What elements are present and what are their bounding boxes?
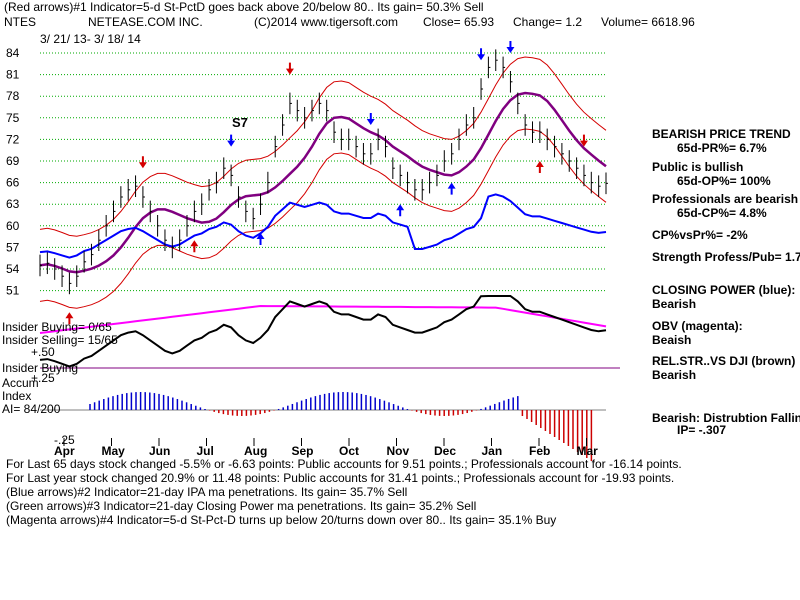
lower-band-line (39, 128, 607, 309)
sell-arrow-icon (579, 134, 588, 147)
sell-arrow-icon (227, 134, 236, 147)
indicator-lines (39, 193, 607, 368)
sell-arrow-icon (138, 156, 147, 169)
volume-value: Volume= 6618.96 (601, 15, 695, 29)
y-tick-label: 63 (6, 197, 20, 211)
month-label: Nov (387, 444, 410, 458)
month-label: Mar (577, 444, 599, 458)
pr-value: 65d-PR%= 6.7% (677, 141, 767, 155)
month-label: Dec (434, 444, 456, 458)
sell-arrow-icon (366, 113, 375, 125)
minus25-label: -.25 (54, 433, 75, 447)
y-tick-label: 78 (6, 89, 20, 103)
obv-status: Beaish (652, 333, 692, 347)
closing-power-line (39, 193, 607, 259)
month-label: Feb (529, 444, 550, 458)
y-tick-label: 60 (6, 219, 20, 233)
price-bars (39, 49, 608, 295)
obv-label: OBV (magenta): (652, 319, 743, 333)
index-label: Index (2, 389, 32, 403)
month-label: Aug (244, 444, 267, 458)
buy-arrow-icon (256, 233, 265, 245)
price-grid (40, 52, 620, 411)
header-signal-line: (Red arrows)#1 Indicator=5-d St-PctD goe… (4, 0, 484, 14)
footer-blue-arrows: (Blue arrows)#2 Indicator=21-day IPA ma … (6, 485, 408, 499)
closing-power-label: CLOSING POWER (blue): (652, 283, 796, 297)
y-tick-label: 72 (6, 132, 20, 146)
buy-arrow-icon (447, 182, 456, 195)
y-tick-label: 81 (6, 68, 20, 82)
public-bullish: Public is bullish (652, 160, 744, 174)
month-label: May (102, 444, 126, 458)
relstr-line (39, 295, 607, 368)
accum-label: Accum (2, 376, 39, 390)
insider-buying-label: Insider Buying (2, 361, 79, 375)
distribution-label: Bearish: Distrubtion Falling (652, 411, 800, 425)
upper-band-line (39, 56, 607, 237)
sell-arrow-icon (506, 41, 515, 53)
plus50-label: +.50 (31, 345, 55, 359)
y-tick-label: 69 (6, 154, 20, 168)
y-tick-label: 84 (6, 46, 20, 60)
footer-year: For Last year stock changed 20.9% or 11.… (6, 471, 675, 485)
sell-arrow-icon (285, 62, 294, 75)
y-tick-label: 54 (6, 262, 20, 276)
month-x-axis: Apr May Jun Jul Aug Sep Oct Nov Dec Jan Feb Mar (54, 438, 598, 458)
buy-arrow-icon (535, 161, 544, 173)
month-label: Jul (197, 444, 214, 458)
ip-value: IP= -.307 (677, 423, 727, 437)
month-label: Jan (482, 444, 503, 458)
change-value: Change= 1.2 (513, 15, 583, 29)
month-label: Jun (149, 444, 170, 458)
trend-title: BEARISH PRICE TREND (652, 127, 791, 141)
op-value: 65d-OP%= 100% (677, 174, 771, 188)
footer-magenta-arrows: (Magenta arrows)#4 Indicator=5-d St-Pct-… (6, 513, 557, 527)
sell-arrow-icon (477, 48, 486, 61)
accum-index-bars (89, 392, 593, 461)
obv-line (39, 304, 607, 334)
month-label: Apr (54, 444, 75, 458)
cpvspr-value: CP%vsPr%= -2% (652, 228, 748, 242)
closing-power-status: Bearish (652, 297, 697, 311)
relstr-label: REL.STR..VS DJI (brown) (652, 354, 796, 368)
plus25-label: +.25 (31, 371, 55, 385)
buy-arrow-icon (396, 204, 405, 217)
ticker-symbol: NTES (4, 15, 37, 29)
month-label: Sep (292, 444, 314, 458)
relstr-status: Bearish (652, 368, 697, 382)
date-range: 3/ 21/ 13- 3/ 18/ 14 (40, 32, 141, 46)
buy-arrow-icon (190, 240, 199, 253)
buy-arrow-icon (65, 312, 74, 325)
y-tick-label: 66 (6, 176, 20, 190)
month-label: Oct (339, 444, 359, 458)
company-name: NETEASE.COM INC. (88, 15, 203, 29)
y-tick-label: 51 (6, 284, 20, 298)
y-tick-label: 57 (6, 240, 20, 254)
s7-annotation: S7 (232, 115, 248, 130)
footer-green-arrows: (Green arrows)#3 Indicator=21-day Closin… (6, 499, 477, 513)
prof-bearish: Professionals are bearish (652, 192, 799, 206)
ai-value: AI= 84/200 (2, 402, 61, 416)
copyright: (C)2014 www.tigersoft.com (254, 15, 399, 29)
y-tick-label: 75 (6, 111, 20, 125)
signal-arrows (65, 41, 588, 325)
close-value: Close= 65.93 (423, 15, 495, 29)
insider-selling-count: Insider Selling= 15/65 (2, 333, 118, 347)
price-y-axis: 84 81 78 75 72 69 66 63 60 57 54 51 (6, 46, 20, 298)
insider-buying-count: Insider Buying= 0/65 (2, 320, 112, 334)
cp-value: 65d-CP%= 4.8% (677, 206, 767, 220)
footer-65day: For Last 65 days stock changed -5.5% or … (6, 457, 682, 471)
strength-value: Strength Profess/Pub= 1.7 (652, 250, 800, 264)
